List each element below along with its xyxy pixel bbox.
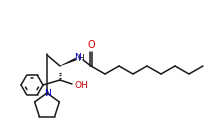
- Text: H: H: [77, 54, 84, 63]
- Text: OH: OH: [74, 81, 88, 90]
- Text: N: N: [74, 54, 81, 62]
- Text: O: O: [87, 40, 95, 50]
- Polygon shape: [60, 58, 77, 66]
- Text: N: N: [44, 89, 50, 98]
